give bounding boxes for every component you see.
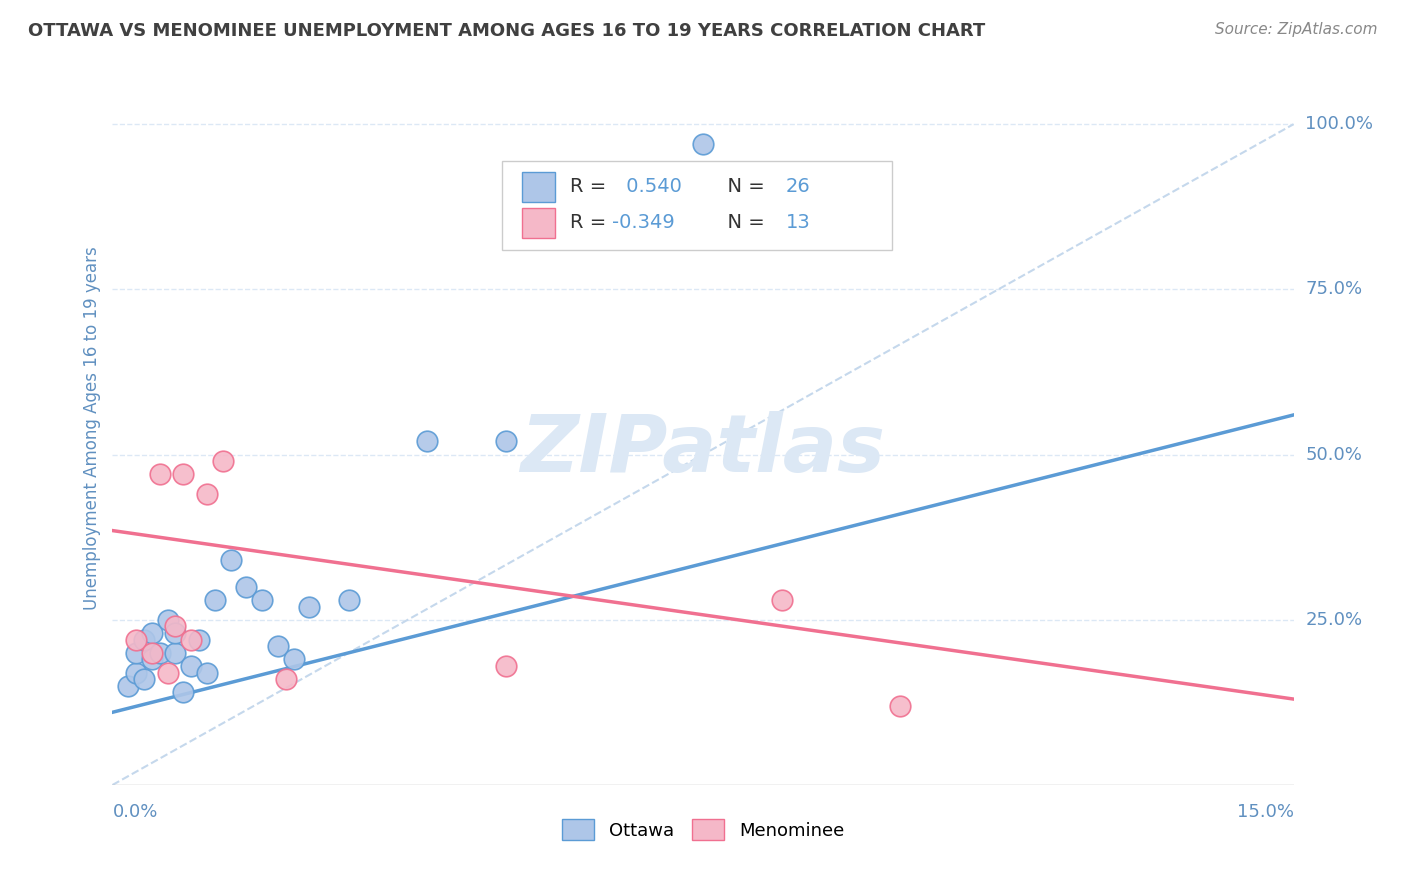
Point <box>180 659 202 673</box>
Point <box>211 454 233 468</box>
Point <box>298 599 321 614</box>
Point <box>156 665 179 680</box>
Point <box>132 632 155 647</box>
Point <box>495 659 517 673</box>
Y-axis label: Unemployment Among Ages 16 to 19 years: Unemployment Among Ages 16 to 19 years <box>83 246 101 610</box>
Text: 25.0%: 25.0% <box>1305 611 1362 629</box>
Point <box>125 665 148 680</box>
Point <box>195 487 218 501</box>
Point <box>267 639 290 653</box>
Point <box>172 467 194 482</box>
Text: 15.0%: 15.0% <box>1236 803 1294 821</box>
Text: 13: 13 <box>786 213 810 232</box>
Point <box>250 593 273 607</box>
FancyBboxPatch shape <box>502 161 891 250</box>
Point <box>204 593 226 607</box>
Text: 50.0%: 50.0% <box>1305 446 1362 464</box>
Point <box>889 698 911 713</box>
Point <box>274 672 297 686</box>
Text: 100.0%: 100.0% <box>1305 115 1374 133</box>
Text: N =: N = <box>714 213 770 232</box>
Text: N =: N = <box>714 178 770 196</box>
Point <box>132 672 155 686</box>
Text: Source: ZipAtlas.com: Source: ZipAtlas.com <box>1215 22 1378 37</box>
Text: ZIPatlas: ZIPatlas <box>520 410 886 489</box>
Text: 0.540: 0.540 <box>620 178 682 196</box>
Legend: Ottawa, Menominee: Ottawa, Menominee <box>554 812 852 847</box>
Point <box>337 593 360 607</box>
Point <box>172 685 194 699</box>
Text: -0.349: -0.349 <box>612 213 675 232</box>
FancyBboxPatch shape <box>522 172 555 202</box>
Point <box>125 646 148 660</box>
Point <box>180 632 202 647</box>
Point <box>141 652 163 666</box>
Point <box>141 646 163 660</box>
Text: 26: 26 <box>786 178 810 196</box>
Point <box>770 593 793 607</box>
Point <box>495 434 517 449</box>
Point <box>125 632 148 647</box>
Text: OTTAWA VS MENOMINEE UNEMPLOYMENT AMONG AGES 16 TO 19 YEARS CORRELATION CHART: OTTAWA VS MENOMINEE UNEMPLOYMENT AMONG A… <box>28 22 986 40</box>
FancyBboxPatch shape <box>522 208 555 237</box>
Point <box>235 580 257 594</box>
Point <box>219 553 242 567</box>
Point <box>283 652 305 666</box>
Text: 75.0%: 75.0% <box>1305 280 1362 299</box>
Point <box>692 136 714 151</box>
Point <box>141 626 163 640</box>
Point <box>195 665 218 680</box>
Point <box>117 679 139 693</box>
Point <box>165 626 187 640</box>
Point <box>149 646 172 660</box>
Text: R =: R = <box>569 178 612 196</box>
Text: 0.0%: 0.0% <box>112 803 157 821</box>
Point <box>149 467 172 482</box>
Text: R =: R = <box>569 213 612 232</box>
Point <box>156 613 179 627</box>
Point <box>188 632 211 647</box>
Point <box>165 646 187 660</box>
Point <box>165 619 187 633</box>
Point <box>416 434 439 449</box>
